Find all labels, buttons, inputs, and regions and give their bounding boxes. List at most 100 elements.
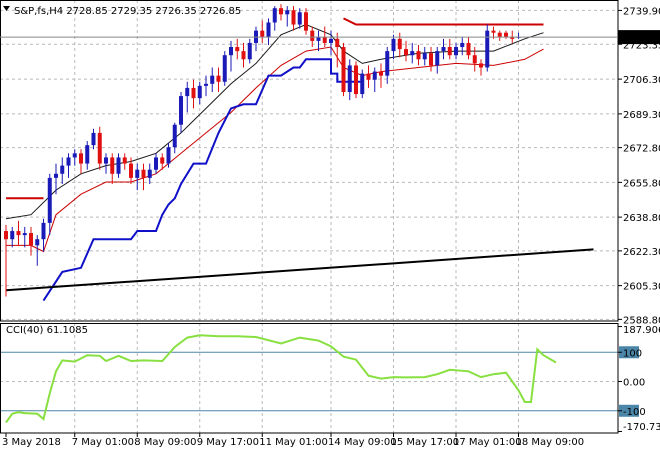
candle-body bbox=[247, 42, 252, 60]
candle bbox=[285, 6, 290, 27]
candle-body bbox=[222, 55, 227, 82]
candle-body bbox=[166, 147, 171, 164]
candle-body bbox=[266, 22, 271, 37]
candle bbox=[116, 153, 121, 178]
candle bbox=[122, 153, 127, 170]
candle bbox=[454, 42, 458, 60]
y-tick-label: 2689.30 bbox=[623, 110, 660, 121]
candle-body bbox=[185, 87, 190, 97]
x-tick-label: 11 May 01:00 bbox=[259, 437, 328, 448]
candle-body bbox=[441, 47, 446, 52]
cci-line bbox=[5, 334, 557, 424]
candle-body bbox=[485, 30, 490, 68]
x-tick-label: 17 May 01:00 bbox=[453, 437, 522, 448]
candle bbox=[166, 143, 171, 168]
candle-body bbox=[116, 157, 121, 174]
candle bbox=[35, 235, 40, 266]
candle-body bbox=[79, 153, 83, 164]
candle bbox=[135, 163, 140, 191]
candle-body bbox=[4, 231, 8, 240]
candle-body bbox=[10, 231, 15, 240]
candle-body bbox=[47, 177, 52, 223]
candle-body bbox=[241, 51, 246, 60]
candle bbox=[54, 163, 58, 195]
candle-body bbox=[235, 47, 240, 52]
candle bbox=[222, 51, 227, 86]
candle-body bbox=[491, 30, 496, 33]
candle bbox=[479, 59, 483, 76]
candle-body bbox=[179, 96, 183, 125]
candle bbox=[472, 47, 477, 72]
candle bbox=[379, 63, 383, 88]
candle bbox=[435, 47, 440, 74]
candle bbox=[385, 47, 390, 84]
candle-body bbox=[129, 163, 133, 178]
x-tick-label: 7 May 01:00 bbox=[72, 437, 134, 448]
candle-body bbox=[372, 71, 377, 80]
candle-body bbox=[435, 51, 440, 66]
step-line bbox=[42, 58, 363, 302]
y-tick-label: 2706.30 bbox=[623, 75, 660, 86]
current-price-box bbox=[618, 30, 660, 45]
candle bbox=[354, 61, 358, 99]
candle bbox=[466, 36, 471, 60]
candle bbox=[147, 163, 152, 185]
candle-body bbox=[229, 47, 233, 56]
candle-body bbox=[497, 32, 502, 37]
candle bbox=[485, 24, 490, 72]
candle bbox=[197, 81, 202, 105]
triangle-down-icon[interactable] bbox=[3, 6, 10, 11]
candle bbox=[404, 40, 408, 62]
candle bbox=[216, 67, 221, 93]
candle bbox=[210, 67, 215, 93]
candle bbox=[397, 32, 402, 58]
candle-body bbox=[460, 42, 465, 48]
candle bbox=[516, 32, 521, 39]
candle-body bbox=[354, 65, 358, 95]
candle-body bbox=[97, 132, 102, 164]
candle-body bbox=[347, 65, 352, 93]
candle-body bbox=[104, 157, 108, 164]
candle-body bbox=[322, 36, 327, 43]
candle-body bbox=[397, 38, 402, 50]
candle bbox=[85, 141, 90, 170]
candle-body bbox=[416, 51, 421, 60]
candle bbox=[10, 226, 15, 248]
candle-body bbox=[422, 53, 427, 60]
candle bbox=[104, 153, 108, 174]
candle bbox=[291, 6, 296, 31]
candle-body bbox=[335, 38, 340, 48]
candle bbox=[497, 30, 502, 41]
y-tick-label: 2739.90 bbox=[623, 6, 660, 17]
candle-body bbox=[54, 173, 58, 178]
candle-body bbox=[197, 85, 202, 99]
candle bbox=[47, 173, 52, 236]
x-tick-label: 14 May 09:00 bbox=[328, 437, 397, 448]
candle bbox=[229, 40, 233, 72]
candle-body bbox=[35, 239, 40, 246]
candle bbox=[254, 26, 258, 52]
candle-body bbox=[110, 157, 115, 174]
candle bbox=[172, 122, 177, 154]
candle-body bbox=[304, 12, 308, 31]
trend-line bbox=[5, 248, 594, 292]
candle-body bbox=[60, 165, 65, 174]
candle-body bbox=[122, 157, 127, 164]
candle-body bbox=[210, 75, 215, 84]
cci-panel-frame bbox=[0, 323, 619, 434]
y-tick-label: 2622.30 bbox=[623, 247, 660, 258]
candle bbox=[304, 8, 308, 35]
candle bbox=[441, 38, 446, 60]
candle bbox=[329, 30, 333, 56]
candle bbox=[429, 47, 433, 72]
candle bbox=[297, 8, 302, 29]
candle-body bbox=[204, 83, 208, 86]
candle bbox=[129, 157, 133, 185]
candle-body bbox=[366, 73, 371, 80]
candle bbox=[372, 67, 377, 93]
candle-body bbox=[172, 124, 177, 148]
y-tick-label: 2655.80 bbox=[623, 178, 660, 189]
candle-body bbox=[72, 153, 77, 158]
candle bbox=[410, 42, 415, 64]
